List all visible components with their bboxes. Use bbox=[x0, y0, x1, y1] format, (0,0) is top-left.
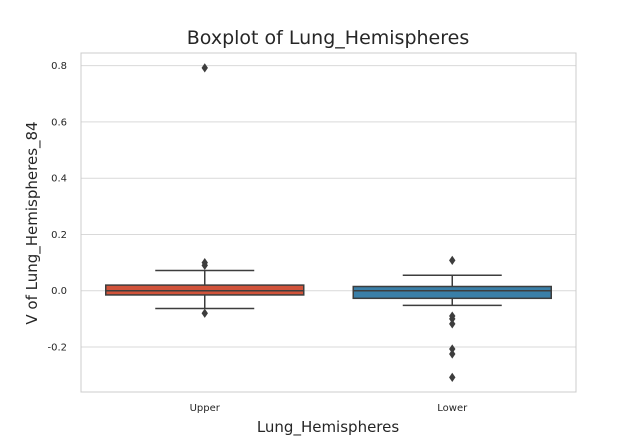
x-tick-label-lower: Lower bbox=[437, 403, 468, 414]
y-tick-label: 0.0 bbox=[51, 286, 67, 297]
chart-title: Boxplot of Lung_Hemispheres bbox=[187, 27, 469, 49]
x-axis-label: Lung_Hemispheres bbox=[257, 418, 400, 437]
outlier-point bbox=[201, 260, 208, 271]
y-tick-label: 0.4 bbox=[51, 174, 67, 185]
plot-area-frame bbox=[80, 52, 577, 393]
outlier-point bbox=[201, 308, 208, 318]
outlier-point bbox=[449, 255, 456, 265]
boxes bbox=[105, 63, 552, 382]
outlier-point bbox=[449, 349, 456, 359]
y-axis-label: V of Lung_Hemispheres_84 bbox=[23, 121, 42, 324]
y-tick-label: 0.2 bbox=[51, 230, 67, 241]
iqr-box bbox=[352, 285, 552, 300]
x-tick-label-upper: Upper bbox=[190, 403, 221, 414]
y-tick-labels: 0.8 0.6 0.4 0.2 0.0 -0.2 bbox=[47, 61, 67, 353]
box-upper bbox=[105, 63, 305, 318]
y-tick-label: 0.6 bbox=[51, 117, 67, 128]
outlier-point bbox=[449, 344, 456, 354]
y-tick-label: 0.8 bbox=[51, 61, 67, 72]
x-tick-labels: Upper Lower bbox=[190, 403, 469, 414]
y-tick-label: -0.2 bbox=[47, 342, 67, 353]
outlier-point bbox=[449, 319, 456, 329]
box-lower bbox=[352, 255, 552, 382]
outlier-point bbox=[201, 63, 208, 73]
outlier-point bbox=[449, 314, 456, 324]
outlier-point bbox=[449, 372, 456, 382]
